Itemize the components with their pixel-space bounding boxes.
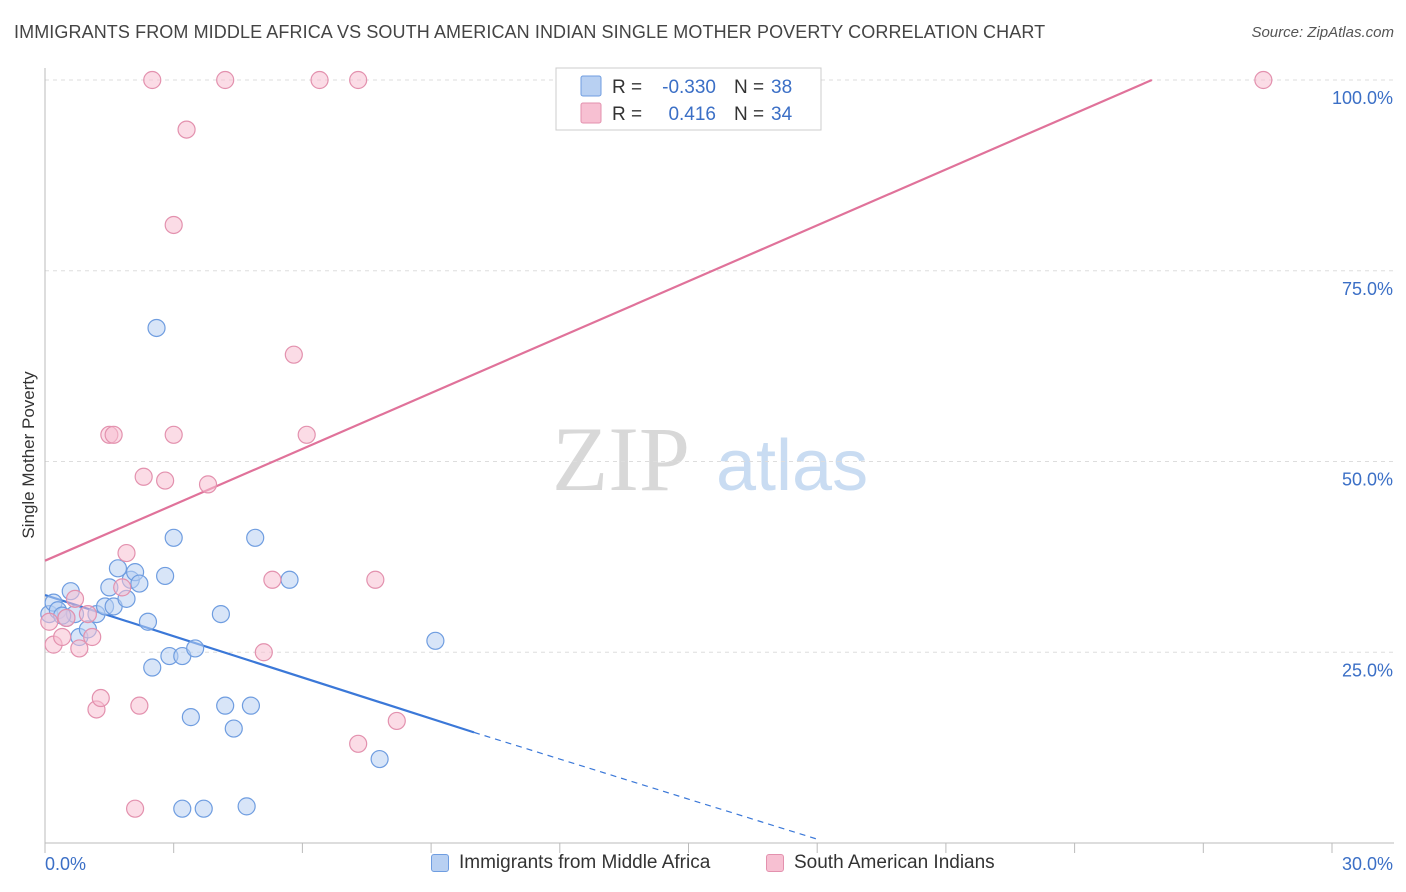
point-south-american-indians [40, 612, 59, 631]
point-south-american-indians [1254, 70, 1273, 90]
point-middle-africa [370, 749, 389, 769]
point-middle-africa [194, 799, 213, 818]
point-south-american-indians [113, 578, 132, 597]
trendline-middle-africa [44, 593, 475, 734]
legend-item-south-american-indians: South American Indians [766, 852, 995, 874]
point-south-american-indians [70, 639, 89, 658]
point-south-american-indians [177, 120, 196, 139]
point-middle-africa [211, 604, 230, 624]
point-middle-africa [130, 574, 149, 593]
x-tick-label: 30.0% [1342, 854, 1393, 874]
point-middle-africa [164, 528, 183, 547]
watermark-zip: ZIP [552, 408, 690, 510]
trendline-middle-africa-extension [473, 731, 818, 840]
legend-swatch-pink [580, 102, 602, 124]
legend-swatch-blue [580, 75, 602, 97]
point-south-american-indians [284, 345, 303, 364]
watermark-atlas: atlas [716, 426, 868, 506]
point-south-american-indians [130, 696, 149, 715]
point-middle-africa [246, 528, 265, 547]
point-south-american-indians [387, 711, 406, 731]
source-credit: Source: ZipAtlas.com [1251, 24, 1394, 41]
point-south-american-indians [78, 604, 98, 624]
point-south-american-indians [310, 70, 329, 90]
point-middle-africa [181, 708, 200, 727]
point-middle-africa [237, 797, 256, 816]
point-middle-africa [224, 719, 243, 738]
y-tick-labels: 25.0% 50.0% 75.0% 100.0% [1332, 88, 1393, 680]
point-south-american-indians [117, 543, 136, 563]
point-south-american-indians [53, 627, 72, 647]
y-axis-title: Single Mother Poverty [19, 371, 38, 539]
point-south-american-indians [349, 70, 368, 90]
legend-swatch-middle-africa [431, 854, 449, 872]
y-tick-label: 100.0% [1332, 88, 1393, 108]
point-south-american-indians [216, 70, 235, 90]
point-middle-africa [426, 631, 445, 650]
gridlines [45, 79, 1394, 653]
point-middle-africa [138, 612, 158, 631]
x-tick-label: 0.0% [45, 854, 86, 874]
trendline-south-american-indians [44, 78, 1153, 562]
point-south-american-indians [254, 643, 273, 662]
legend-r-label-2: R = [612, 104, 642, 125]
legend-r-value-2: 0.416 [668, 104, 716, 125]
point-middle-africa [173, 799, 192, 818]
legend-item-middle-africa: Immigrants from Middle Africa [431, 852, 710, 874]
trendlines [44, 78, 1153, 840]
point-south-american-indians [156, 471, 175, 490]
point-south-american-indians [297, 425, 316, 444]
point-middle-africa [241, 696, 261, 715]
point-south-american-indians [143, 70, 162, 90]
data-points [40, 70, 1273, 818]
point-south-american-indians [164, 215, 183, 235]
point-south-american-indians [134, 467, 153, 486]
point-south-american-indians [164, 425, 183, 444]
legend-label-middle-africa: Immigrants from Middle Africa [459, 852, 711, 873]
point-south-american-indians [125, 799, 145, 818]
point-south-american-indians [83, 627, 102, 647]
y-tick-label: 75.0% [1342, 279, 1393, 299]
legend-r-value-1: -0.330 [662, 77, 716, 98]
chart-title: IMMIGRANTS FROM MIDDLE AFRICA VS SOUTH A… [14, 22, 1046, 42]
point-south-american-indians [263, 570, 282, 589]
point-south-american-indians [65, 589, 85, 608]
y-tick-label: 50.0% [1342, 470, 1393, 490]
point-south-american-indians [366, 570, 385, 589]
point-south-american-indians [198, 475, 218, 494]
legend-n-value-2: 34 [771, 104, 793, 125]
y-tick-label: 25.0% [1342, 660, 1393, 680]
point-middle-africa [143, 658, 162, 677]
point-south-american-indians [91, 688, 110, 708]
legend-n-value-1: 38 [771, 77, 792, 98]
legend-n-label-1: N = [734, 77, 764, 98]
point-south-american-indians [349, 734, 368, 753]
axes [44, 68, 1394, 853]
point-middle-africa [186, 639, 205, 658]
point-south-american-indians [104, 425, 123, 444]
point-south-american-indians [57, 608, 76, 628]
point-middle-africa [147, 318, 166, 338]
point-middle-africa [108, 559, 128, 578]
legend-r-label-1: R = [612, 77, 642, 98]
legend-label-south-american-indians: South American Indians [794, 852, 995, 873]
point-middle-africa [280, 570, 299, 589]
point-middle-africa [156, 566, 175, 586]
legend-swatch-south-american-indians [766, 854, 784, 872]
stats-legend: R = -0.330 N = 38 R = 0.416 N = 34 [555, 67, 822, 131]
point-middle-africa [216, 696, 235, 715]
x-tick-labels: 0.0% 30.0% [45, 854, 1393, 874]
legend-n-label-2: N = [734, 104, 764, 125]
